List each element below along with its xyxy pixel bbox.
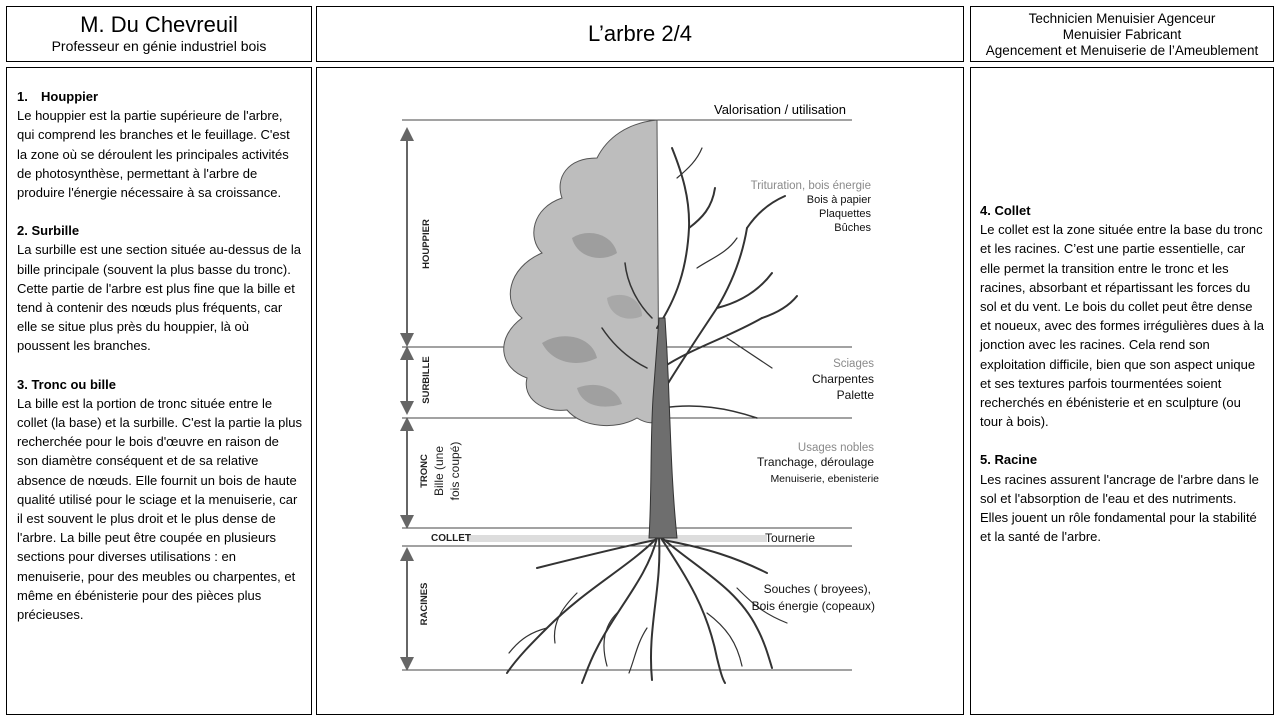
section-title: 5. Racine xyxy=(980,452,1038,468)
author-header: M. Du Chevreuil Professeur en génie indu… xyxy=(6,6,312,62)
left-text-column: 1. Houppier Le houppier est la partie sup… xyxy=(6,67,312,715)
right-text-column: 4. Collet Le collet est la zone située e… xyxy=(970,67,1274,715)
section-title: 1. Houppier xyxy=(17,87,303,106)
use-item: Plaquettes xyxy=(819,208,871,220)
section-title: 2. Surbille xyxy=(17,223,80,239)
section-body: La bille est la portion de tronc située … xyxy=(17,395,303,623)
program-1: Technicien Menuisier Agenceur xyxy=(1028,11,1216,26)
use-heading-tronc: Usages nobles xyxy=(798,442,874,454)
section-title: 3. Tronc ou bille xyxy=(17,376,116,392)
page-title-box: L’arbre 2/4 xyxy=(316,6,964,62)
use-item: Charpentes xyxy=(812,372,874,386)
tree-diagram: Valorisation / utilisation HOUPPIER SURB… xyxy=(400,102,880,684)
use-heading-surbille: Sciages xyxy=(833,358,874,370)
section-collet: 4. Collet Le collet est la zone située e… xyxy=(980,201,1265,431)
program-2: Menuisier Fabricant xyxy=(1062,27,1182,42)
section-houppier: 1. Houppier Le houppier est la partie sup… xyxy=(17,87,303,202)
page-title: L’arbre 2/4 xyxy=(588,21,692,46)
zone-label-bille-line2: fois coupé) xyxy=(448,442,462,501)
author-name: M. Du Chevreuil xyxy=(80,12,238,37)
section-body: Le collet est la zone située entre la ba… xyxy=(980,222,1264,430)
zone-label-surbille: SURBILLE xyxy=(421,356,432,404)
use-item: Souches ( broyees), xyxy=(764,582,871,596)
section-body: La surbille est une section située au-de… xyxy=(17,242,302,354)
section-number: 1. xyxy=(17,89,28,104)
author-role: Professeur en génie industriel bois xyxy=(51,38,267,54)
section-body: Le houppier est la partie supérieure de … xyxy=(17,108,290,201)
zone-label-racines: RACINES xyxy=(419,583,430,626)
use-item: Menuiserie, ebenisterie xyxy=(770,473,879,485)
tree-branches xyxy=(601,147,798,419)
use-item-collet: Tournerie xyxy=(765,531,815,545)
tree-trunk xyxy=(648,317,678,539)
use-item: Tranchage, déroulage xyxy=(757,455,874,469)
section-surbille: 2. Surbille La surbille est une section … xyxy=(17,221,303,355)
diagram-heading: Valorisation / utilisation xyxy=(714,102,846,117)
section-tronc: 3. Tronc ou bille La bille est la portio… xyxy=(17,375,303,625)
section-title-text: Houppier xyxy=(41,89,99,104)
ground-band xyxy=(467,535,767,542)
use-item: Bois à papier xyxy=(807,194,872,206)
programs-header: Technicien Menuisier Agenceur Menuisier … xyxy=(970,6,1274,62)
tree-foliage xyxy=(503,119,660,427)
use-item: Bois énergie (copeaux) xyxy=(752,599,875,613)
section-title: 4. Collet xyxy=(980,203,1031,218)
zone-label-bille-line1: Bille (une xyxy=(432,446,446,496)
program-3: Agencement et Menuiserie de l’Ameublemen… xyxy=(985,43,1259,58)
zone-label-houppier: HOUPPIER xyxy=(421,219,432,269)
section-racine: 5. Racine Les racines assurent l'ancrage… xyxy=(980,450,1265,546)
zone-label-collet: COLLET xyxy=(431,533,471,544)
use-item: Bûches xyxy=(834,222,871,234)
use-item: Palette xyxy=(837,388,875,402)
uses-labels: Trituration, bois énergie Bois à papier … xyxy=(751,180,880,613)
section-body: Les racines assurent l'ancrage de l'arbr… xyxy=(980,471,1259,545)
tree-roots xyxy=(506,537,788,684)
use-heading-houppier: Trituration, bois énergie xyxy=(751,180,871,192)
tree-diagram-panel: Valorisation / utilisation HOUPPIER SURB… xyxy=(316,67,964,715)
zone-label-tronc: TRONC xyxy=(419,454,430,488)
